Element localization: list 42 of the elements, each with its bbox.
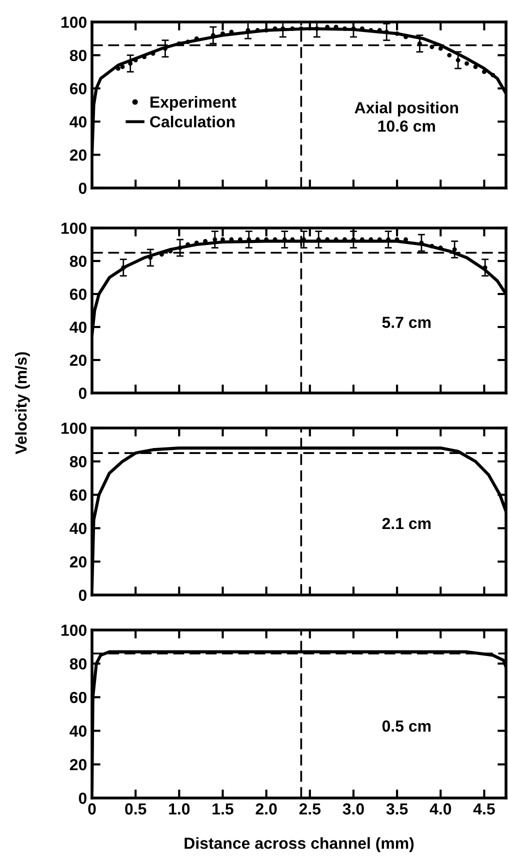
y-tick-label: 0 — [78, 182, 86, 194]
y-tick-label: 60 — [70, 288, 86, 300]
y-tick-label: 100 — [62, 422, 86, 434]
y-tick-label: 40 — [70, 725, 86, 737]
x-tick-label: 4.0 — [430, 803, 452, 815]
y-tick-label: 20 — [70, 149, 86, 161]
legend-label: Experiment — [150, 96, 236, 111]
x-tick-label: 3.0 — [342, 803, 364, 815]
x-tick-label: 2.0 — [256, 803, 277, 815]
y-tick-label: 0 — [78, 792, 86, 804]
x-tick-label: 0 — [88, 803, 96, 815]
y-tick-label: 20 — [70, 759, 86, 770]
y-tick-label: 60 — [70, 489, 86, 501]
y-tick-label: 80 — [70, 50, 86, 62]
y-tick-label: 80 — [70, 256, 86, 267]
x-tick-label: 4.5 — [473, 803, 495, 815]
y-tick-label: 40 — [70, 322, 86, 333]
y-tick-label: 100 — [62, 222, 86, 234]
annotation: 2.1 cm — [382, 518, 431, 530]
y-tick-label: 40 — [70, 116, 86, 128]
x-tick-label: 2.5 — [299, 803, 321, 815]
x-tick-label: 1.5 — [212, 803, 234, 815]
x-axis-title: Distance across channel (mm) — [184, 837, 414, 852]
annotation: 5.7 cm — [382, 316, 431, 328]
y-tick-label: 60 — [70, 83, 86, 94]
y-tick-label: 100 — [62, 16, 86, 28]
y-tick-label: 80 — [70, 456, 86, 468]
x-tick-label: 3.5 — [386, 803, 408, 815]
annotation: 0.5 cm — [382, 720, 431, 732]
x-tick-label: 1.0 — [169, 803, 190, 815]
x-tick-label: 0.5 — [125, 803, 146, 815]
y-tick-label: 80 — [70, 658, 86, 670]
y-tick-label: 0 — [78, 388, 86, 399]
y-tick-label: 0 — [78, 590, 86, 601]
y-tick-label: 100 — [62, 624, 86, 636]
y-axis-title: Velocity (m/s) — [15, 352, 30, 454]
y-tick-label: 40 — [70, 522, 86, 534]
legend-label: Calculation — [150, 116, 235, 128]
y-tick-label: 20 — [70, 354, 86, 366]
annotation: Axial position 10.6 cm — [354, 102, 458, 132]
y-tick-label: 20 — [70, 556, 86, 568]
y-tick-label: 60 — [70, 692, 86, 704]
